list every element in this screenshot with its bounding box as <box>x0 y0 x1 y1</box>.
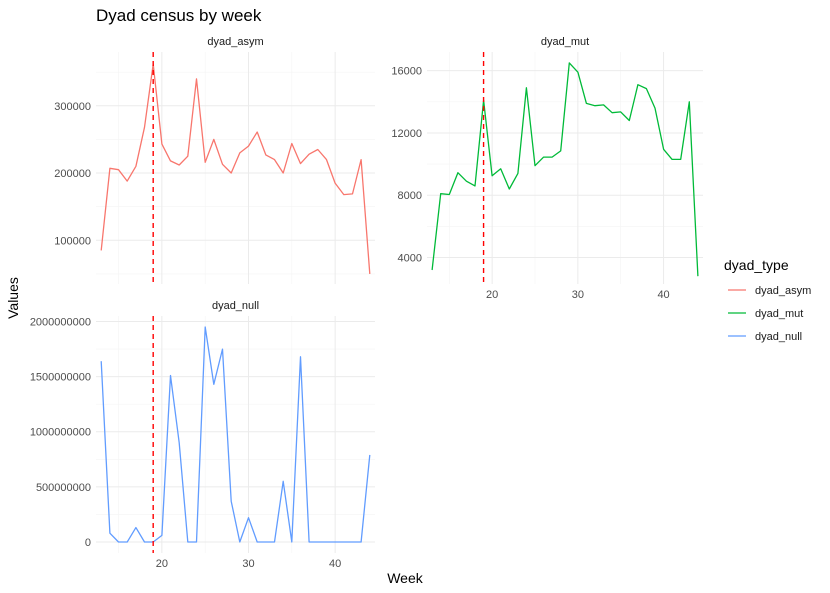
x-tick-label: 40 <box>329 558 341 570</box>
y-tick-label: 300000 <box>54 101 91 113</box>
y-axis-title: Values <box>5 277 21 319</box>
legend-label-dyad_null: dyad_null <box>755 331 802 343</box>
series-line-dyad_mut <box>431 62 699 277</box>
strip-label-dyad_mut: dyad_mut <box>541 36 589 48</box>
y-tick-label: 0 <box>85 537 91 549</box>
y-tick-label: 4000 <box>398 253 422 265</box>
x-tick-label: 20 <box>156 558 168 570</box>
chart-title: Dyad census by week <box>96 6 262 25</box>
y-tick-label: 16000 <box>391 66 422 78</box>
strip-label-dyad_asym: dyad_asym <box>207 36 263 48</box>
y-tick-label: 500000000 <box>36 482 91 494</box>
y-tick-label: 2000000000 <box>30 317 91 329</box>
legend: dyad_type dyad_asym dyad_mut dyad_null <box>724 257 811 343</box>
y-tick-label: 200000 <box>54 168 91 180</box>
x-tick-label: 30 <box>572 289 584 301</box>
series-line-dyad_null <box>100 326 371 543</box>
legend-label-dyad_asym: dyad_asym <box>755 285 811 297</box>
panel-dyad_asym: dyad_asym 100000 200000 300000 <box>54 36 375 284</box>
y-tick-label: 1500000000 <box>30 372 91 384</box>
y-tick-label: 100000 <box>54 235 91 247</box>
x-axis-title: Week <box>387 570 424 586</box>
strip-label-dyad_null: dyad_null <box>212 300 259 312</box>
series-line-dyad_asym <box>100 63 371 274</box>
x-tick-label: 40 <box>657 289 669 301</box>
panel-dyad_mut: dyad_mut 4000 8000 12000 16000 20 30 40 <box>391 36 703 301</box>
y-tick-label: 1000000000 <box>30 427 91 439</box>
legend-label-dyad_mut: dyad_mut <box>755 308 803 320</box>
x-tick-label: 20 <box>486 289 498 301</box>
y-tick-label: 12000 <box>391 128 422 140</box>
panel-dyad_null: dyad_null 0 500000000 1000000000 1500000000 2… <box>30 300 375 570</box>
x-tick-label: 30 <box>242 558 254 570</box>
facet-panels: dyad_asym 100000 200000 300000 dyad_mut 4000 8… <box>30 36 703 570</box>
y-tick-label: 8000 <box>398 190 422 202</box>
legend-title: dyad_type <box>724 257 789 273</box>
